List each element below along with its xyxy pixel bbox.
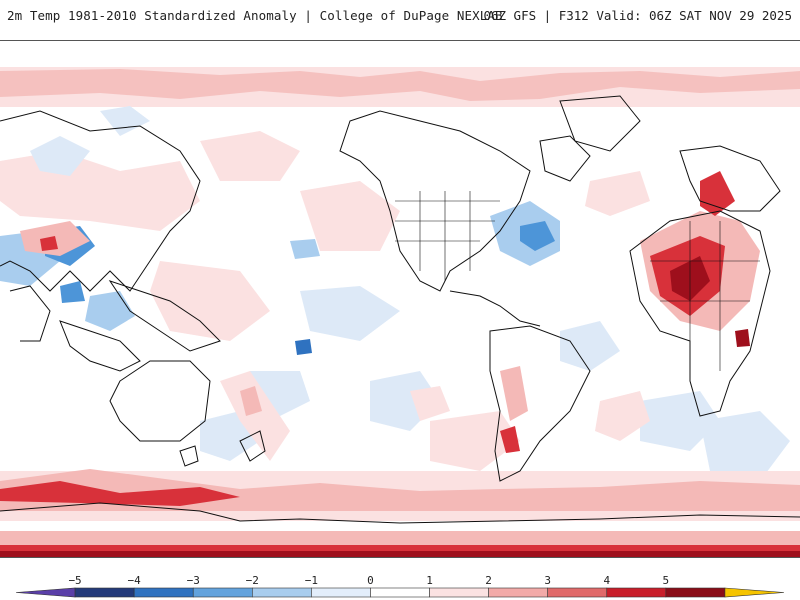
- colorbar-swatch: [311, 587, 371, 598]
- us-state-borders: [395, 191, 500, 281]
- colorbar-swatch: [547, 587, 608, 598]
- colorbar-tick-label: 1: [426, 574, 433, 587]
- header: 2m Temp 1981-2010 Standardized Anomaly |…: [0, 0, 800, 40]
- africa-warm-anomaly: [585, 171, 760, 347]
- colorbar: −5 −4 −3 −2 −1 0 1 2 3 4 5: [0, 560, 800, 600]
- colorbar-canvas: −5 −4 −3 −2 −1 0 1 2 3 4 5: [15, 574, 785, 598]
- colorbar-tick-label: 4: [603, 574, 610, 587]
- coastlines: [0, 95, 800, 524]
- map-canvas: [0, 67, 800, 557]
- arctic-anomaly-band: [0, 67, 800, 107]
- colorbar-tick-label: 5: [663, 574, 670, 587]
- colorbar-swatch: [665, 587, 726, 598]
- colorbar-tick-label: 2: [485, 574, 492, 587]
- colorbar-tick-label: 3: [544, 574, 551, 587]
- colorbar-extend-low: [15, 587, 76, 598]
- anomaly-patches: [0, 106, 790, 481]
- colorbar-tick-label: 0: [367, 574, 374, 587]
- colorbar-swatch: [606, 587, 667, 598]
- colorbar-extend-high: [724, 587, 785, 598]
- colorbar-swatch: [252, 587, 312, 598]
- colorbar-swatch: [133, 587, 194, 598]
- colorbar-swatch: [488, 587, 548, 598]
- map-title: 2m Temp 1981-2010 Standardized Anomaly |…: [7, 8, 503, 23]
- colorbar-swatch: [429, 587, 489, 598]
- colorbar-tick-label: −4: [128, 574, 142, 587]
- colorbar-swatch: [370, 587, 430, 598]
- antarctic-anomaly-band: [0, 469, 800, 557]
- colorbar-tick-label: −2: [246, 574, 259, 587]
- colorbar-swatch: [192, 587, 253, 598]
- asia-warm-anomaly: [20, 221, 528, 461]
- colorbar-tick-label: −1: [305, 574, 318, 587]
- colorbar-tick-label: −3: [187, 574, 200, 587]
- colorbar-tick-label: −5: [68, 574, 81, 587]
- anomaly-map[interactable]: [0, 40, 800, 558]
- africa-borders: [650, 221, 760, 371]
- colorbar-swatch: [74, 587, 135, 598]
- model-run-info: 06Z GFS | F312 Valid: 06Z SAT NOV 29 202…: [483, 8, 792, 23]
